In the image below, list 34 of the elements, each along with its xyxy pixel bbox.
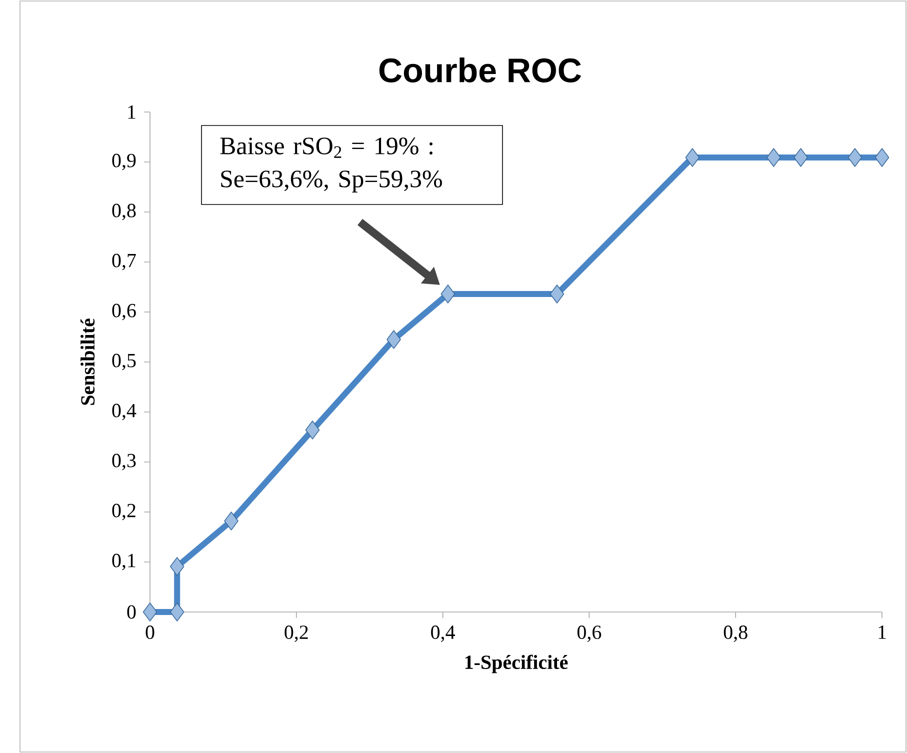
point [550, 284, 564, 304]
y-tick-label: 0,1 [112, 554, 136, 570]
point [440, 284, 456, 304]
x-tick-label: 0,2 [284, 626, 308, 642]
point [170, 557, 184, 576]
chart-title: Courbe ROC [379, 58, 582, 82]
x-tick-label: 0,8 [724, 626, 748, 642]
y-tick-label: 1 [128, 105, 136, 119]
x-tick-label: 0,4 [431, 626, 455, 642]
y-tick-label: 0,7 [112, 254, 136, 270]
y-tick-label: 0,9 [112, 154, 136, 170]
point [766, 148, 781, 167]
point [386, 330, 401, 349]
y-tick-label: 0,8 [112, 204, 136, 220]
y-axis-title: Sensibilité [80, 318, 95, 405]
y-tick-label: 0,6 [112, 304, 136, 320]
x-tick-label: 0 [146, 626, 154, 640]
y-tick-label: 0,3 [112, 454, 136, 470]
annotation: Baisse rSO$_{2}$ = 19% : Se=63,6%, Sp=59,3% [220, 138, 442, 192]
point [685, 148, 700, 167]
point [848, 148, 862, 167]
y-tick-label: 0,5 [112, 354, 136, 370]
x-tick-label: 1 [878, 626, 886, 639]
point [305, 420, 320, 440]
point [874, 148, 890, 167]
y-tick-label: 0,4 [112, 404, 136, 420]
x-tick-label: 0,6 [577, 626, 602, 642]
point [142, 602, 158, 622]
y-tick-label: 0 [127, 605, 136, 619]
point [794, 148, 808, 167]
point [170, 602, 184, 622]
point [224, 512, 238, 530]
x-axis-title: 1-Spécificité [465, 654, 568, 674]
y-tick-label: 0,2 [112, 504, 136, 520]
